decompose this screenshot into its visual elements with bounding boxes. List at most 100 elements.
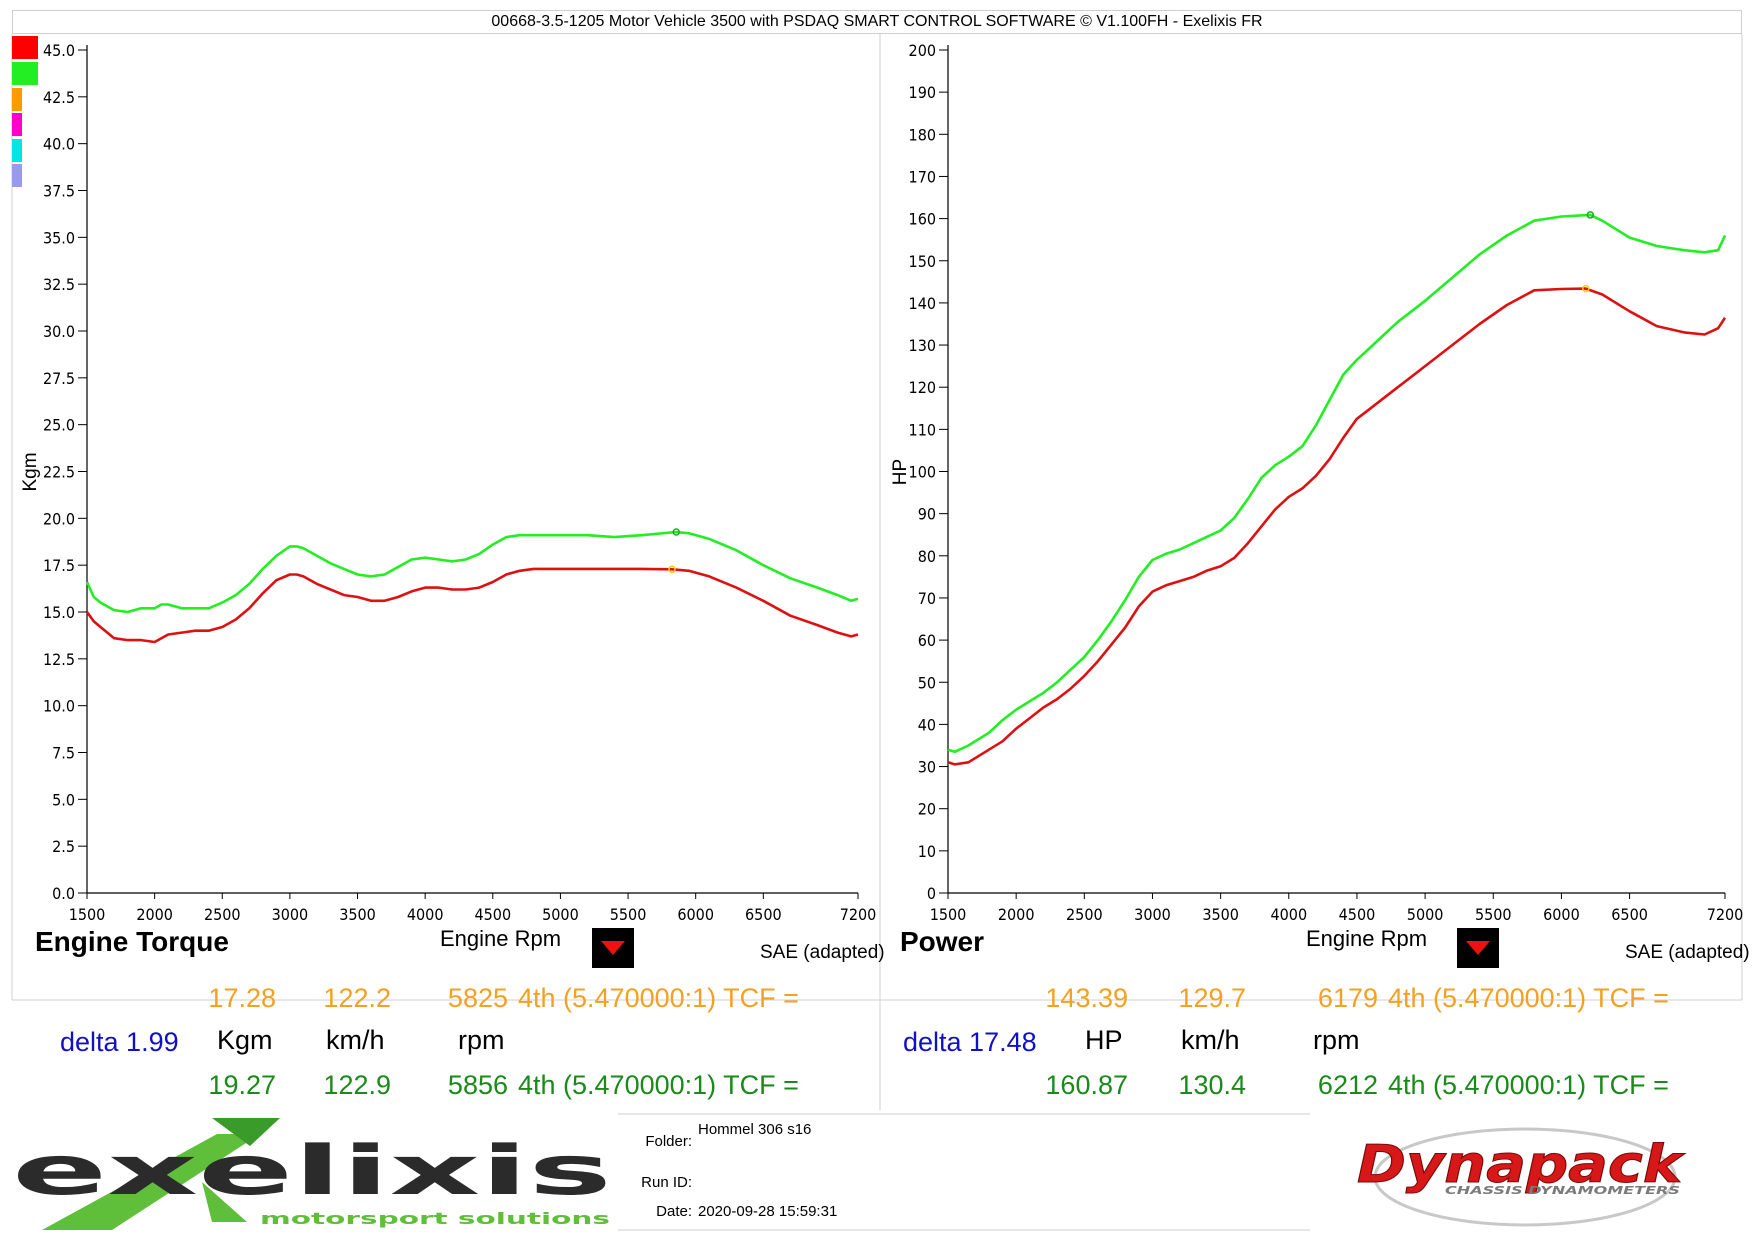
y-tick-label: 180: [909, 125, 936, 144]
y-tick-label: 80: [918, 547, 936, 566]
y-tick-label: 10.0: [43, 697, 75, 716]
y-tick-label: 30: [918, 758, 936, 777]
cursor-marker[interactable]: [1586, 211, 1595, 219]
x-tick-label: 5000: [1407, 905, 1444, 924]
y-tick-label: 50: [918, 673, 936, 692]
power-unit-value: HP: [1085, 1025, 1123, 1055]
legend-swatches: [12, 36, 38, 187]
exelixis-logo-tagline: motorsport solutions: [260, 1209, 610, 1228]
x-tick-label: 7200: [840, 905, 877, 924]
y-axis-label: HP: [890, 459, 911, 485]
y-tick-label: 42.5: [43, 88, 75, 107]
legend-swatch[interactable]: [12, 164, 22, 187]
y-tick-label: 120: [909, 378, 936, 397]
dropdown-arrow-icon: [601, 941, 625, 955]
cursor-marker[interactable]: [1582, 284, 1590, 293]
torque-correction: SAE (adapted): [760, 942, 885, 963]
y-tick-label: 40: [918, 715, 936, 734]
folder-label: Folder:: [645, 1133, 692, 1150]
x-tick-label: 5500: [610, 905, 647, 924]
y-tick-label: 32.5: [43, 275, 75, 294]
torque-x-axis-name: Engine Rpm: [440, 926, 561, 951]
power-x-axis-name: Engine Rpm: [1306, 926, 1427, 951]
torque-cursor2-speed: 122.9: [323, 1070, 391, 1100]
y-axis-label: Kgm: [20, 452, 41, 491]
torque-cursor2-value: 19.27: [208, 1070, 276, 1100]
x-tick-label: 4000: [1270, 905, 1307, 924]
date-label: Date:: [656, 1203, 692, 1220]
y-tick-label: 27.5: [43, 369, 75, 388]
x-tick-label: 3500: [1202, 905, 1239, 924]
x-tick-label: 2500: [204, 905, 241, 924]
y-tick-label: 90: [918, 505, 936, 524]
power-delta: delta 17.48: [903, 1027, 1037, 1057]
cursor-marker[interactable]: [668, 565, 676, 574]
torque-cursor1-rpm: 5825: [447, 983, 508, 1013]
y-tick-label: 110: [909, 420, 936, 439]
dynapack-logo-word: Dynapack: [1357, 1135, 1686, 1195]
y-tick-label: 140: [909, 294, 936, 313]
power-chart: 0 10 20 30 40 50 60 70 80 90 100 110 120 130 140 150 160…: [890, 41, 1743, 924]
cursor-marker[interactable]: [672, 528, 680, 536]
y-tick-label: 40.0: [43, 135, 75, 154]
x-tick-label: 6000: [677, 905, 714, 924]
torque-chart-title: Engine Torque: [35, 926, 229, 957]
torque-unit-rpm: rpm: [458, 1025, 505, 1055]
folder-value: Hommel 306 s16: [698, 1121, 812, 1138]
power-cursor1-speed: 129.7: [1178, 983, 1246, 1013]
x-tick-label: 6500: [745, 905, 782, 924]
power-chart-title: Power: [900, 926, 984, 957]
y-tick-label: 100: [909, 463, 936, 482]
exelixis-logo: exelixis motorsport solutions: [12, 1112, 617, 1232]
runid-label: Run ID:: [641, 1174, 692, 1191]
torque-cursor2-gear: 4th (5.470000:1) TCF =: [518, 1070, 799, 1100]
x-tick-label: 3000: [272, 905, 309, 924]
torque-run-dropdown[interactable]: [592, 928, 634, 968]
series-line-run1: [85, 567, 859, 644]
power-cursor1-gear: 4th (5.470000:1) TCF =: [1388, 983, 1669, 1013]
power-unit-speed: km/h: [1181, 1025, 1240, 1055]
power-correction: SAE (adapted): [1625, 942, 1750, 963]
y-tick-label: 20: [918, 800, 936, 819]
x-tick-label: 2000: [998, 905, 1035, 924]
power-run-dropdown[interactable]: [1457, 928, 1499, 968]
torque-chart: 0.0 2.5 5.0 7.5 10.0 12.5 15.0 17.5 20.0 22.5 25.0…: [20, 41, 876, 924]
y-tick-label: 150: [909, 252, 936, 271]
dynapack-logo: Dynapack CHASSIS DYNAMOMETERS: [1345, 1112, 1705, 1232]
series-line-run2: [947, 213, 1727, 754]
power-cursor1-rpm: 6179: [1317, 983, 1378, 1013]
x-tick-label: 2000: [136, 905, 173, 924]
dropdown-arrow-icon: [1466, 941, 1490, 955]
legend-swatch[interactable]: [12, 62, 38, 85]
y-tick-label: 130: [909, 336, 936, 355]
y-tick-label: 2.5: [52, 837, 75, 856]
torque-cursor1-speed: 122.2: [323, 983, 391, 1013]
series-line-run1: [947, 287, 1727, 766]
x-tick-label: 4500: [1339, 905, 1376, 924]
y-tick-label: 10: [918, 842, 936, 861]
legend-swatch[interactable]: [12, 36, 38, 59]
legend-swatch[interactable]: [12, 139, 22, 162]
power-cursor2-speed: 130.4: [1178, 1070, 1246, 1100]
y-tick-label: 45.0: [43, 41, 75, 60]
torque-unit-speed: km/h: [326, 1025, 385, 1055]
legend-swatch[interactable]: [12, 88, 22, 111]
x-tick-label: 7200: [1707, 905, 1744, 924]
y-tick-label: 190: [909, 83, 936, 102]
x-tick-label: 1500: [930, 905, 967, 924]
power-cursor2-gear: 4th (5.470000:1) TCF =: [1388, 1070, 1669, 1100]
y-tick-label: 200: [909, 41, 936, 60]
y-tick-label: 25.0: [43, 416, 75, 435]
x-tick-label: 6000: [1543, 905, 1580, 924]
power-cursor1-value: 143.39: [1045, 983, 1128, 1013]
x-tick-label: 5500: [1475, 905, 1512, 924]
y-tick-label: 30.0: [43, 322, 75, 341]
date-value: 2020-09-28 15:59:31: [698, 1203, 838, 1220]
legend-swatch[interactable]: [12, 113, 22, 136]
power-cursor2-rpm: 6212: [1317, 1070, 1378, 1100]
x-tick-label: 2500: [1066, 905, 1103, 924]
exelixis-logo-word: exelixis: [12, 1132, 612, 1211]
x-tick-label: 4000: [407, 905, 444, 924]
power-unit-rpm: rpm: [1313, 1025, 1360, 1055]
